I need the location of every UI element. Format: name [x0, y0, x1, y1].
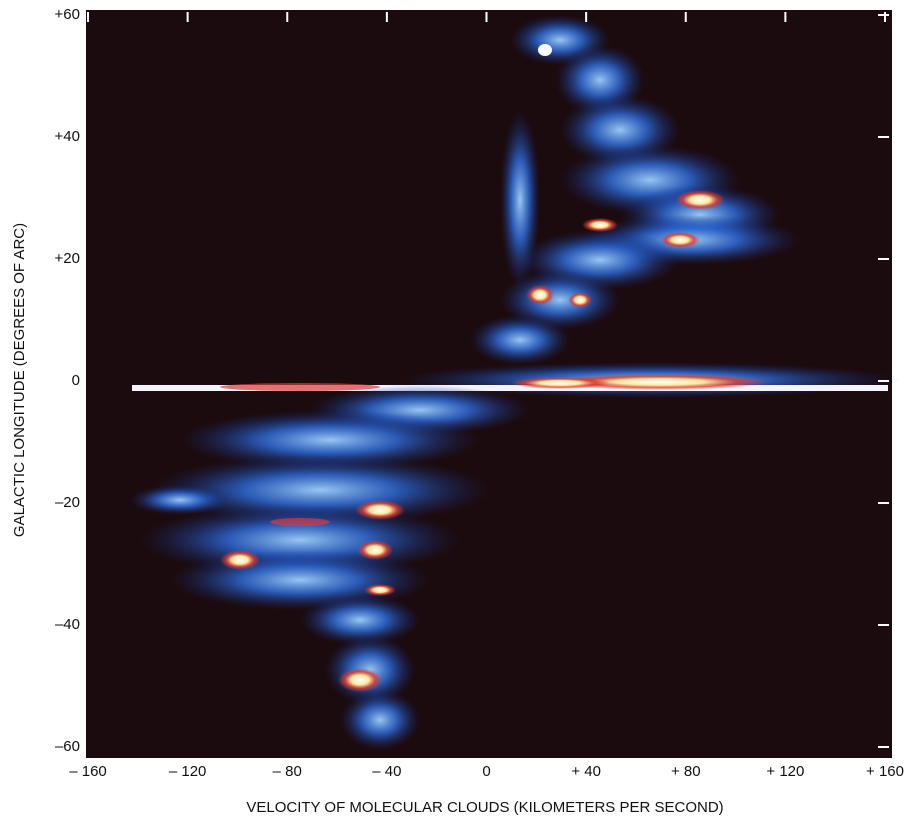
x-tick-label: – 40 — [372, 763, 401, 780]
x-tick-label: – 80 — [273, 763, 302, 780]
x-tick-label: 0 — [482, 763, 490, 780]
x-tick-label: – 120 — [169, 763, 207, 780]
y-tick-label: –40 — [55, 616, 80, 633]
x-tick-label: – 160 — [69, 763, 107, 780]
y-tick-label: +40 — [55, 128, 80, 145]
y-tick-label: –60 — [55, 738, 80, 755]
y-tick-label: +20 — [55, 250, 80, 267]
emission-image — [130, 15, 900, 750]
x-tick-label: + 40 — [571, 763, 601, 780]
x-tick-label: + 160 — [866, 763, 904, 780]
y-tick-label: +60 — [55, 6, 80, 23]
x-tick-label: + 120 — [766, 763, 804, 780]
y-tick-label: 0 — [72, 372, 80, 389]
x-axis-label: VELOCITY OF MOLECULAR CLOUDS (KILOMETERS… — [246, 799, 723, 816]
x-tick-label: + 80 — [671, 763, 701, 780]
y-axis-label: GALACTIC LONGITUDE (DEGREES OF ARC) — [11, 223, 28, 537]
y-tick-label: –20 — [55, 494, 80, 511]
